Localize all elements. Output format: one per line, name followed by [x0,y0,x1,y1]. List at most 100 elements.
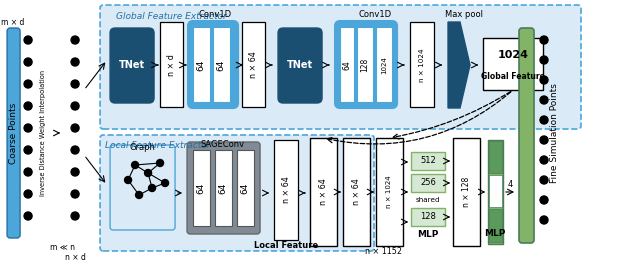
Text: 1024: 1024 [497,50,529,60]
FancyBboxPatch shape [335,21,397,108]
Circle shape [540,76,548,84]
Circle shape [540,196,548,204]
Bar [213,27,230,102]
Text: Local Feature Extractor: Local Feature Extractor [106,141,211,150]
Text: TNet: TNet [287,60,313,70]
Circle shape [540,156,548,164]
Text: 256: 256 [420,178,436,187]
FancyBboxPatch shape [519,28,534,243]
Circle shape [71,190,79,198]
Text: Conv1D: Conv1D [198,10,232,18]
Text: n × 64: n × 64 [351,179,360,205]
Text: Graph: Graph [129,144,155,153]
Circle shape [540,216,548,224]
Text: Coarse Points: Coarse Points [9,102,18,164]
Circle shape [71,146,79,154]
FancyBboxPatch shape [100,135,374,251]
Circle shape [24,36,32,44]
Circle shape [71,58,79,66]
Text: Global Feature: Global Feature [481,72,545,81]
Circle shape [71,124,79,132]
Circle shape [71,168,79,176]
FancyBboxPatch shape [110,145,175,230]
FancyBboxPatch shape [188,21,238,108]
Circle shape [24,190,32,198]
Text: Fine Simulation Points: Fine Simulation Points [550,83,559,183]
Text: Inverse Distance Weight Interpolation: Inverse Distance Weight Interpolation [40,70,46,196]
Bar [215,150,232,226]
Text: Global Feature Extractor: Global Feature Extractor [116,11,227,20]
Text: SAGEConv: SAGEConv [201,141,245,150]
Circle shape [157,159,164,166]
Circle shape [161,180,168,187]
Circle shape [24,124,32,132]
Text: n × d: n × d [65,254,86,262]
Text: 512: 512 [420,156,436,165]
Circle shape [540,36,548,44]
Text: 64: 64 [218,182,228,194]
FancyBboxPatch shape [278,28,322,103]
Text: TNet: TNet [119,60,145,70]
Circle shape [540,136,548,144]
Bar [340,27,354,102]
Circle shape [132,162,139,168]
Circle shape [125,177,132,184]
Text: n × 64: n × 64 [319,179,328,205]
Text: 128: 128 [420,212,436,221]
FancyBboxPatch shape [110,28,154,103]
Text: n × 1152: n × 1152 [365,248,401,256]
Text: n × 1024: n × 1024 [386,176,392,208]
Text: n × 64: n × 64 [248,52,257,78]
Circle shape [24,212,32,220]
Circle shape [148,184,156,191]
Circle shape [24,102,32,110]
Circle shape [71,36,79,44]
Bar [160,22,183,107]
Circle shape [540,96,548,104]
Bar [489,175,502,207]
Bar [488,140,503,244]
Circle shape [540,116,548,124]
Text: 64: 64 [196,182,205,194]
Bar [376,138,403,246]
FancyBboxPatch shape [100,5,581,129]
Bar [193,150,210,226]
Bar [453,138,480,246]
Bar [376,27,392,102]
Circle shape [540,176,548,184]
Circle shape [136,191,143,199]
Text: shared: shared [416,197,440,203]
Text: 64: 64 [216,59,225,71]
Text: Conv1D: Conv1D [358,10,392,18]
Bar [411,152,445,170]
Bar [411,208,445,226]
Text: m × d: m × d [1,17,25,26]
Text: n × 128: n × 128 [461,177,470,207]
Circle shape [540,56,548,64]
Text: 64: 64 [196,59,205,71]
Text: n × 1024: n × 1024 [419,48,425,82]
Text: 64: 64 [241,182,250,194]
Circle shape [71,212,79,220]
Circle shape [145,169,152,177]
Bar [483,38,543,90]
Bar [343,138,370,246]
Text: 4: 4 [508,181,513,190]
Circle shape [71,102,79,110]
Text: Max pool: Max pool [445,10,483,18]
Bar [489,141,502,173]
Circle shape [24,58,32,66]
FancyBboxPatch shape [187,142,260,234]
FancyBboxPatch shape [7,28,20,238]
Bar [193,27,210,102]
Bar [357,27,373,102]
Bar [237,150,254,226]
Text: Local Feature: Local Feature [254,242,318,251]
Circle shape [24,168,32,176]
Text: MLP: MLP [484,230,506,239]
Text: 128: 128 [360,58,369,72]
Text: n × 64: n × 64 [282,177,291,203]
Bar [489,209,502,242]
Text: m ≪ n: m ≪ n [49,243,75,252]
Bar [274,140,298,240]
